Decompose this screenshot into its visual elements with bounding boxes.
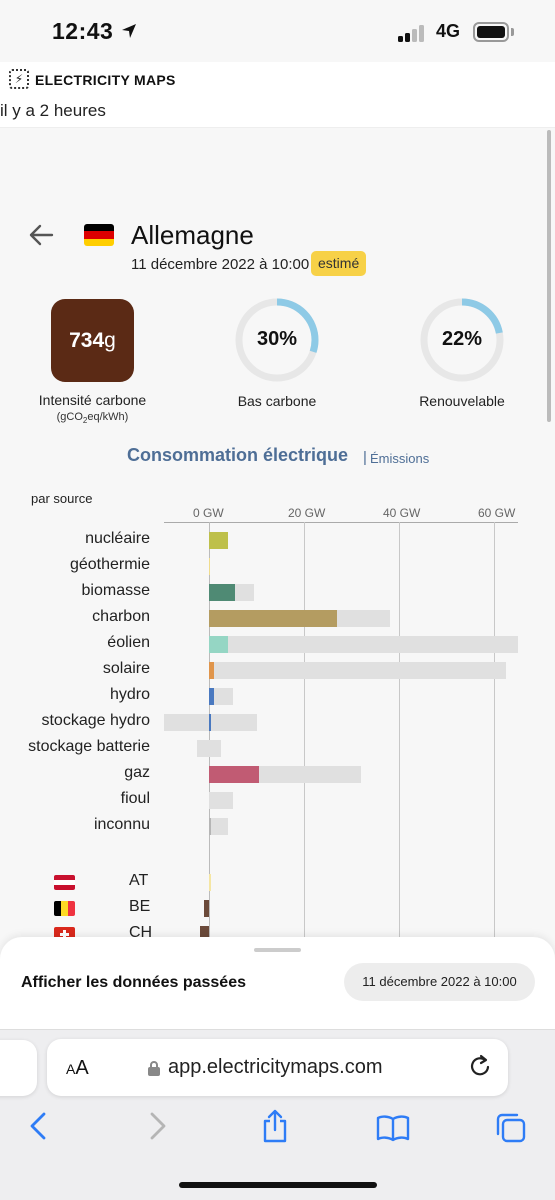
carbon-intensity-box: 734g [51,299,134,382]
capacity-bar [209,636,518,653]
status-bar: 12:43 4G [0,0,555,62]
germany-flag-icon [84,224,114,246]
renewable-value: 22% [441,328,483,350]
exchange-label: AT [129,872,149,889]
x-tick-label: 20 GW [288,506,326,520]
tab-consumption[interactable]: Consommation électrique [127,445,349,465]
battery-tip [511,28,514,36]
location-arrow-icon [122,24,136,38]
low-carbon-donut [235,298,319,382]
last-update-text: il y a 2 heures [0,101,106,120]
source-label: nucléaire [85,530,150,547]
country-flag-icon [54,927,75,938]
share-icon[interactable] [261,1108,289,1144]
capacity-bar [197,740,221,757]
address-bar[interactable]: AA app.electricitymaps.com [47,1039,508,1096]
back-icon[interactable] [28,1111,48,1141]
source-label: fioul [120,790,150,807]
source-label: biomasse [81,582,150,599]
tab-separator: | [363,449,367,466]
home-indicator [179,1182,377,1188]
production-bar [209,610,338,627]
production-by-source-chart: par source 0 GW 20 GW 40 GW 60 GW nucléaire g… [0,488,555,938]
forward-icon[interactable] [148,1111,168,1141]
low-carbon-value: 30% [256,328,298,350]
previous-tab-card[interactable] [0,1040,37,1096]
source-label: hydro [109,686,150,703]
source-label: éolien [107,634,150,651]
carbon-intensity-label: Intensité carbone [38,392,147,408]
production-bar [209,636,228,653]
estimated-badge: estimé [311,251,367,276]
back-arrow-icon[interactable] [28,223,56,247]
exchange-bar [204,900,209,917]
production-bar [209,532,228,549]
grid-line [399,522,400,937]
renewable-donut [420,298,504,382]
source-label: charbon [92,608,150,625]
exchange-label: BE [129,898,151,915]
history-sheet[interactable]: Afficher les données passées 11 décembre… [0,937,555,1029]
battery-icon [473,22,509,42]
browser-toolbar: AA app.electricitymaps.com [0,1029,555,1200]
production-bar [209,714,211,731]
source-label: gaz [124,764,150,781]
zone-datetime: 11 décembre 2022 à 10:00 [131,256,310,273]
x-tick-label: 40 GW [383,506,421,520]
production-bar [209,766,259,783]
app-header: ⚡ ELECTRICITY MAPS [0,62,555,98]
exchange-bar [209,874,211,891]
source-label: solaire [102,660,150,677]
sheet-grabber[interactable] [254,948,301,952]
country-flag-icon [54,875,75,890]
country-flag-icon [54,901,75,916]
low-carbon-label: Bas carbone [237,393,317,409]
grid-line [304,522,305,937]
update-info-bar: il y a 2 heures [0,98,555,128]
production-bar [209,818,212,835]
zone-name: Allemagne [131,220,254,250]
tabs-icon[interactable] [495,1112,527,1144]
production-bar [209,558,210,575]
capacity-bar [209,818,228,835]
source-label: géothermie [69,556,150,573]
grid-line [494,522,495,937]
capacity-bar [209,662,506,679]
production-bar [209,584,236,601]
capacity-bar [209,792,233,809]
exchange-bar [199,926,209,938]
production-bar [209,662,214,679]
network-type: 4G [436,21,461,41]
zone-details-panel: Allemagne 11 décembre 2022 à 10:00 estim… [0,128,555,938]
app-title[interactable]: ELECTRICITY MAPS [35,72,176,88]
source-label: inconnu [93,816,150,833]
x-tick-label: 0 GW [193,506,224,520]
status-time: 12:43 [52,18,114,44]
electricity-maps-logo-icon[interactable]: ⚡ [9,69,29,89]
tab-emissions[interactable]: Émissions [370,451,430,466]
carbon-intensity-value: 734 [69,329,105,352]
carbon-intensity-unit: g [104,329,116,352]
x-tick-label: 60 GW [478,506,516,520]
url-text[interactable]: app.electricitymaps.com [168,1056,383,1078]
history-label: Afficher les données passées [21,974,246,991]
x-axis-line [164,522,518,523]
source-label: stockage batterie [28,738,150,755]
production-bar [209,688,214,705]
chart-title: par source [31,491,93,506]
renewable-label: Renouvelable [419,393,505,409]
lock-icon [148,1061,160,1076]
capacity-bar [209,688,233,705]
reader-options-button[interactable]: AA [66,1057,89,1079]
carbon-intensity-unit-label: (gCO2eq/kWh) [56,411,129,426]
exchange-label: CH [129,924,153,938]
bookmarks-icon[interactable] [376,1114,410,1142]
cell-signal-icon [398,24,428,42]
history-datetime-button[interactable]: 11 décembre 2022 à 10:00 [344,963,535,1001]
scrollbar[interactable] [547,130,551,422]
reload-icon[interactable] [468,1053,492,1079]
source-label: stockage hydro [41,712,150,729]
